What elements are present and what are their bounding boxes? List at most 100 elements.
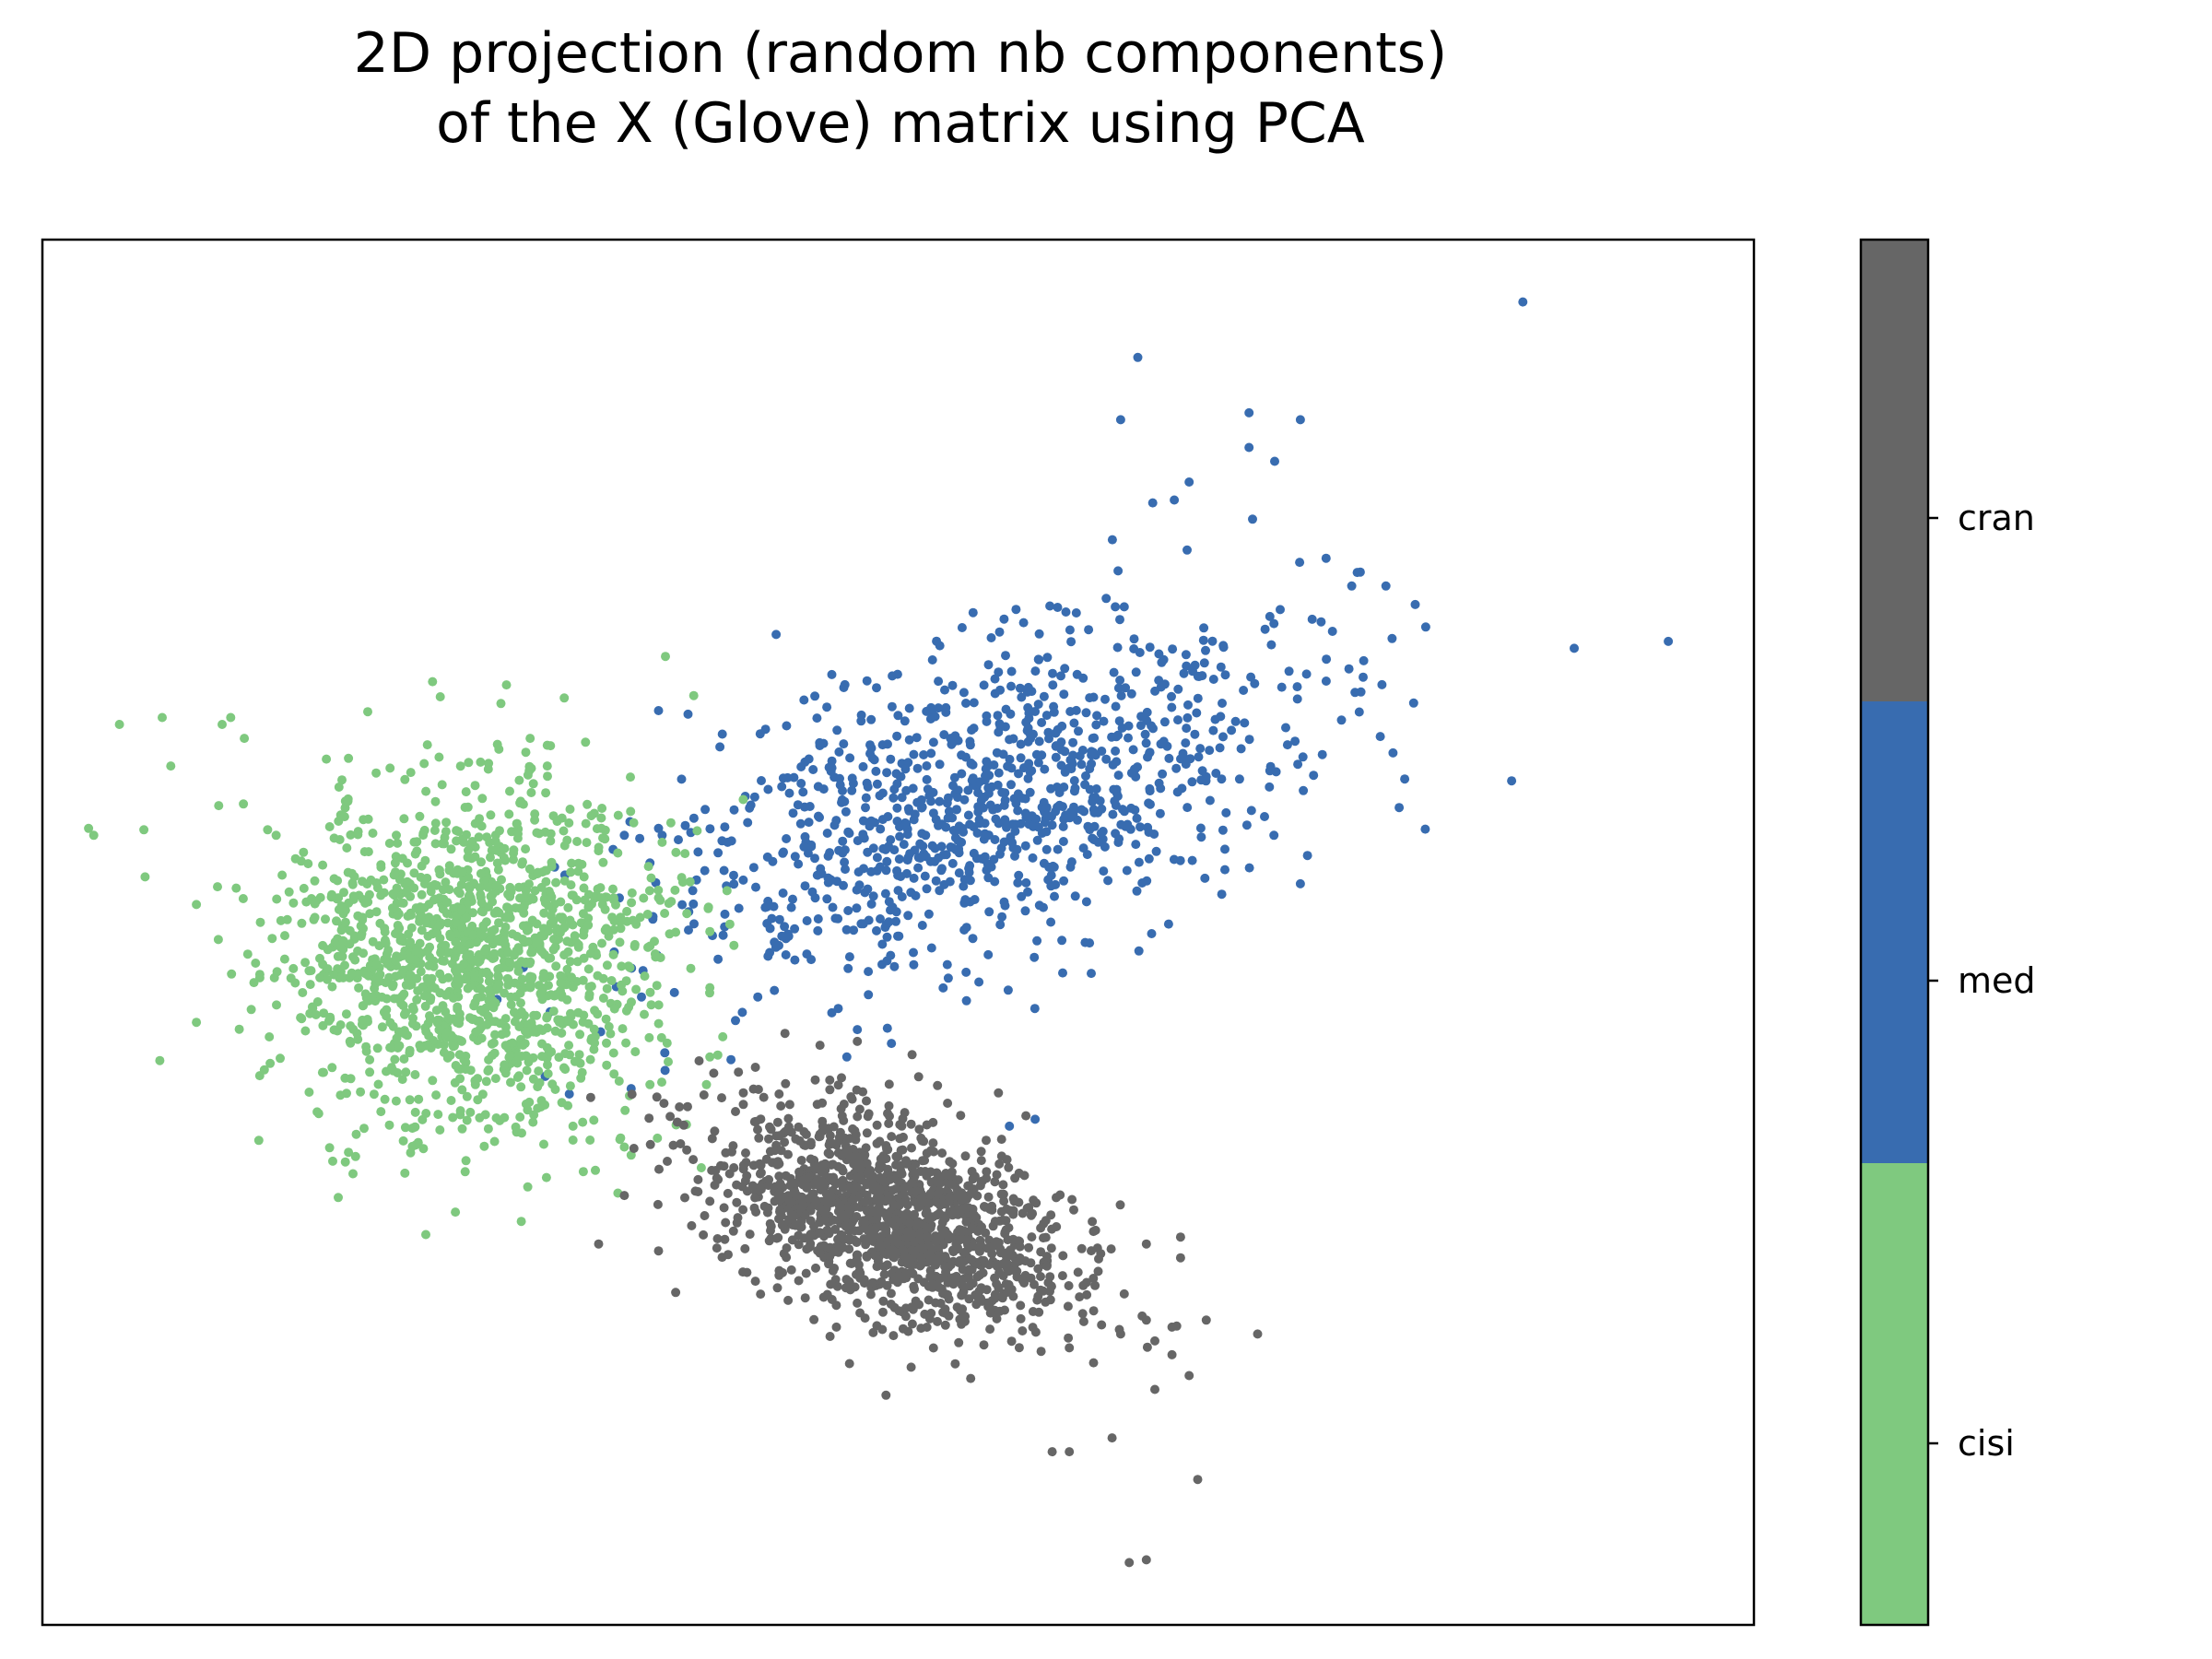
point-cran <box>883 1109 892 1118</box>
point-cisi <box>376 1107 386 1117</box>
point-cisi <box>492 739 502 749</box>
point-cran <box>687 1220 697 1230</box>
point-cran <box>1088 1358 1099 1368</box>
point-cisi <box>231 883 241 893</box>
point-cisi <box>398 1135 408 1146</box>
point-med <box>1205 795 1215 806</box>
point-cisi <box>441 1028 452 1038</box>
point-cisi <box>547 857 557 867</box>
point-med <box>1150 686 1160 696</box>
point-cisi <box>577 1067 587 1077</box>
point-cran <box>831 1322 841 1332</box>
point-cisi <box>653 885 664 895</box>
point-cisi <box>640 1009 649 1019</box>
point-cisi <box>614 1077 624 1086</box>
point-cisi <box>374 976 384 986</box>
point-cisi <box>429 895 439 905</box>
point-cisi <box>543 1069 553 1078</box>
point-med <box>717 729 727 739</box>
point-cran <box>878 1296 888 1306</box>
point-cisi <box>348 952 358 962</box>
point-cran <box>955 1255 965 1265</box>
point-cran <box>1150 1384 1159 1394</box>
point-med <box>619 830 629 841</box>
point-cisi <box>477 984 487 994</box>
point-cran <box>705 1196 715 1206</box>
point-cisi <box>567 972 576 982</box>
point-med <box>884 917 894 927</box>
point-cran <box>659 1099 669 1109</box>
point-cisi <box>441 818 452 828</box>
point-med <box>928 787 938 797</box>
point-cran <box>941 1267 950 1277</box>
point-cisi <box>380 927 390 937</box>
point-cran <box>694 1056 704 1065</box>
point-cran <box>653 1246 664 1256</box>
point-med <box>1111 746 1121 756</box>
point-cran <box>810 1075 820 1085</box>
point-med <box>1016 739 1026 749</box>
point-med <box>1033 700 1043 710</box>
point-cran <box>885 1174 895 1184</box>
point-cran <box>1107 1433 1117 1443</box>
point-cran <box>946 1260 956 1270</box>
point-cisi <box>323 945 333 955</box>
point-cisi <box>476 889 486 900</box>
point-med <box>810 893 820 903</box>
point-cran <box>825 1137 835 1147</box>
point-med <box>922 761 932 771</box>
point-med <box>1023 736 1033 747</box>
point-cisi <box>601 924 611 935</box>
point-cran <box>994 1306 1005 1316</box>
point-med <box>1277 682 1287 692</box>
point-med <box>1309 771 1319 781</box>
point-cisi <box>310 912 320 923</box>
point-med <box>1284 666 1294 677</box>
point-med <box>1013 877 1023 888</box>
point-cisi <box>701 1079 712 1089</box>
point-med <box>948 781 958 791</box>
point-cran <box>924 1214 934 1224</box>
point-cisi <box>441 909 452 919</box>
point-cisi <box>411 955 421 965</box>
point-med <box>931 876 941 886</box>
point-med <box>790 852 800 862</box>
point-cisi <box>284 887 294 897</box>
point-med <box>1068 737 1078 747</box>
point-cisi <box>537 1052 547 1062</box>
point-cran <box>810 1200 820 1210</box>
point-med <box>770 985 780 995</box>
point-med <box>1208 725 1218 735</box>
point-cisi <box>519 892 529 902</box>
point-med <box>720 822 730 832</box>
point-med <box>1187 855 1197 865</box>
point-cisi <box>501 680 512 690</box>
point-cran <box>868 1171 878 1182</box>
point-cran <box>712 1234 723 1243</box>
point-cisi <box>617 961 627 971</box>
point-cisi <box>595 883 606 893</box>
point-cran <box>852 1238 862 1247</box>
point-cisi <box>402 886 412 896</box>
point-cisi <box>399 814 409 824</box>
point-med <box>844 952 854 962</box>
point-med <box>767 913 777 924</box>
point-cisi <box>334 782 344 792</box>
point-cisi <box>630 1047 641 1057</box>
point-cisi <box>483 764 493 774</box>
point-cisi <box>333 876 343 886</box>
point-med <box>800 757 810 767</box>
point-cisi <box>524 761 535 771</box>
point-med <box>1295 558 1305 568</box>
point-cisi <box>560 1049 571 1059</box>
point-med <box>1113 730 1124 740</box>
point-cran <box>738 1267 747 1277</box>
point-cisi <box>479 1141 489 1151</box>
point-cisi <box>692 826 702 836</box>
point-med <box>1048 668 1057 678</box>
point-med <box>983 660 994 670</box>
point-med <box>909 873 919 883</box>
point-cran <box>782 1243 792 1253</box>
point-cisi <box>432 928 442 938</box>
point-med <box>1115 676 1125 685</box>
